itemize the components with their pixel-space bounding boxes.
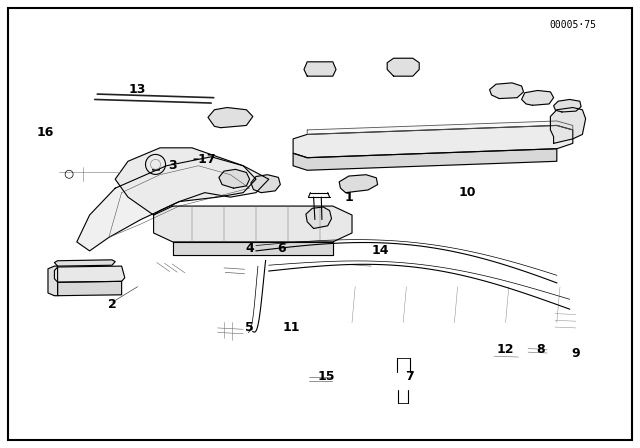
- Polygon shape: [550, 108, 586, 143]
- Polygon shape: [293, 149, 557, 170]
- Polygon shape: [54, 260, 115, 266]
- Text: 4: 4: [245, 242, 254, 255]
- Text: 11: 11: [282, 320, 300, 334]
- Polygon shape: [54, 266, 125, 282]
- Polygon shape: [554, 99, 581, 112]
- Polygon shape: [154, 206, 352, 242]
- Text: 2: 2: [108, 298, 116, 311]
- Polygon shape: [219, 169, 250, 188]
- Polygon shape: [339, 175, 378, 193]
- Text: 14: 14: [372, 244, 390, 258]
- Polygon shape: [490, 83, 524, 99]
- Polygon shape: [58, 281, 122, 296]
- Polygon shape: [304, 62, 336, 76]
- Polygon shape: [173, 242, 333, 255]
- Polygon shape: [115, 148, 256, 215]
- Polygon shape: [522, 90, 554, 105]
- Text: 13: 13: [129, 83, 147, 96]
- Text: 16: 16: [36, 125, 54, 139]
- Text: 00005·75: 00005·75: [549, 20, 596, 30]
- Text: 8: 8: [536, 343, 545, 356]
- Text: 3: 3: [168, 159, 177, 172]
- Polygon shape: [77, 157, 269, 251]
- Polygon shape: [48, 266, 58, 296]
- Text: 6: 6: [277, 242, 286, 255]
- Polygon shape: [208, 108, 253, 128]
- Polygon shape: [306, 207, 332, 228]
- Text: 1: 1: [344, 190, 353, 204]
- Text: 12: 12: [497, 343, 515, 356]
- Text: 7: 7: [405, 370, 414, 383]
- Text: 10: 10: [458, 186, 476, 199]
- Polygon shape: [251, 175, 280, 193]
- Text: 9: 9: [572, 347, 580, 361]
- Text: 15: 15: [317, 370, 335, 383]
- Polygon shape: [387, 58, 419, 76]
- Polygon shape: [293, 125, 573, 158]
- Polygon shape: [307, 121, 573, 134]
- Text: –17: –17: [192, 152, 216, 166]
- Text: 5: 5: [245, 320, 254, 334]
